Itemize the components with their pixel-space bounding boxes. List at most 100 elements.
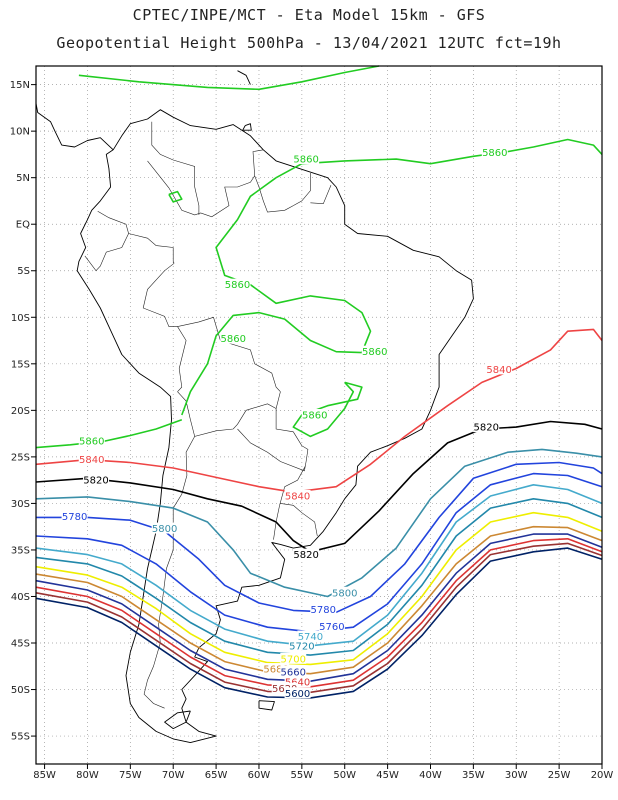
country-border (177, 391, 277, 437)
contour-label-bg (78, 453, 105, 465)
lat-tick-label: 35S (11, 545, 30, 556)
land-outlines (35, 70, 474, 744)
contour-label-5700: 5700 (281, 654, 306, 665)
contour-label-bg (220, 332, 247, 344)
contour-label-bg (288, 639, 315, 651)
contour-label-bg (293, 153, 320, 165)
lat-tick-label: 20S (11, 406, 30, 417)
coastline (237, 70, 251, 85)
lat-tick-label: 15N (10, 80, 30, 91)
lon-tick-label: 20W (591, 770, 614, 781)
country-border (293, 173, 311, 206)
coastline (76, 109, 474, 744)
map-frame (35, 65, 603, 765)
lat-tick-label: 30S (11, 499, 30, 510)
lat-tick-label: 10N (10, 127, 30, 138)
contour-label-bg (297, 630, 324, 642)
contour-label-bg (224, 278, 251, 290)
contour-5820 (35, 420, 603, 553)
contour-label-5800: 5800 (332, 588, 357, 599)
lon-tick-label: 25W (548, 770, 571, 781)
contour-label-bg (318, 620, 345, 632)
contour-label-bg (263, 663, 290, 675)
country-border (280, 503, 318, 537)
contour-label-5820: 5820 (83, 476, 108, 487)
lat-tick-label: 10S (11, 313, 30, 324)
map-title-line1: CPTEC/INPE/MCT - Eta Model 15km - GFS (132, 6, 486, 24)
coastline (35, 103, 114, 151)
lon-tick-label: 70W (162, 770, 185, 781)
contour-label-bg (78, 435, 105, 447)
lon-tick-label: 45W (376, 770, 399, 781)
contour-label-bg (284, 489, 311, 501)
lat-tick-label: 15S (11, 359, 30, 370)
contour-5660 (35, 533, 603, 682)
contour-label-5780: 5780 (311, 605, 336, 616)
country-border (128, 233, 175, 264)
country-border (143, 436, 195, 709)
country-border (310, 184, 332, 205)
lat-tick-label: 45S (11, 639, 30, 650)
contour-label-5780: 5780 (62, 512, 87, 523)
contour-5620 (35, 542, 603, 694)
contour-5840 (35, 328, 603, 493)
contour-label-bg (83, 474, 110, 486)
lon-tick-label: 35W (462, 770, 485, 781)
contour-label-bg (331, 586, 358, 598)
contour-label-bg (280, 652, 307, 664)
contour-5720 (35, 498, 603, 656)
contour-label-bg (280, 665, 307, 677)
country-border (151, 121, 200, 215)
contour-5600 (35, 547, 603, 699)
lon-tick-label: 55W (291, 770, 314, 781)
contour-label-5760: 5760 (319, 622, 344, 633)
contour-label-5860: 5860 (293, 155, 318, 166)
country-border (254, 175, 294, 213)
lon-tick-label: 50W (333, 770, 356, 781)
contour-label-5720: 5720 (289, 641, 314, 652)
map-title-line2: Geopotential Height 500hPa - 13/04/2021 … (56, 34, 562, 52)
country-border (177, 316, 281, 392)
lat-tick-label: 55S (11, 732, 30, 743)
contour-label-bg (301, 409, 328, 420)
coastline (164, 710, 191, 730)
contour-label-5860: 5860 (482, 148, 507, 159)
contour-5800 (35, 448, 603, 598)
contour-5860 (275, 138, 603, 179)
lat-tick-label: EQ (16, 220, 30, 231)
contour-label-bg (486, 363, 513, 375)
lat-tick-label: 5S (17, 266, 30, 277)
contour-label-bg (293, 548, 320, 560)
lon-tick-label: 65W (205, 770, 228, 781)
contour-label-bg (481, 146, 508, 158)
lat-tick-label: 5N (16, 173, 30, 184)
country-border (275, 391, 309, 462)
contour-5680 (35, 525, 603, 675)
contour-label-bg (473, 421, 500, 433)
lat-tick-label: 50S (11, 685, 30, 696)
contour-labels: 5860 5860 5860 5860 5860 5860 5860 5840 5840 5840… (61, 146, 513, 700)
axis-ticks: 85W 80W 75W 70W 65W 60W 55W 50W 45W 40W 35W 30W 25W 2… (10, 80, 614, 781)
lon-tick-label: 85W (33, 770, 56, 781)
contour-label-5800: 5800 (152, 524, 177, 535)
contour-label-5680: 5680 (263, 665, 288, 676)
lon-tick-label: 40W (419, 770, 442, 781)
contour-5860 (78, 65, 380, 91)
country-border (84, 210, 129, 272)
contour-label-5840: 5840 (486, 365, 511, 376)
contour-label-bg (151, 522, 178, 534)
contour-5640 (35, 538, 603, 688)
country-border (142, 263, 187, 392)
country-border (237, 428, 307, 472)
contour-label-5820: 5820 (293, 550, 318, 561)
contour-5700 (35, 511, 603, 666)
lon-tick-label: 60W (248, 770, 271, 781)
contour-label-5740: 5740 (298, 632, 323, 643)
contour-label-5820: 5820 (474, 423, 499, 434)
contour-5860 (181, 177, 372, 416)
lon-tick-label: 30W (505, 770, 528, 781)
coastline (258, 700, 275, 711)
contour-5860 (168, 190, 183, 203)
contour-label-bg (310, 603, 337, 615)
